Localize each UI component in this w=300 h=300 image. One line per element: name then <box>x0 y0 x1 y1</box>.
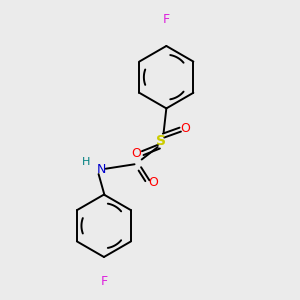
Text: F: F <box>100 275 107 288</box>
Text: H: H <box>82 157 90 167</box>
Text: N: N <box>96 163 106 176</box>
Text: S: S <box>156 134 166 148</box>
Text: O: O <box>148 176 158 189</box>
Text: O: O <box>132 147 142 160</box>
Text: O: O <box>181 122 190 135</box>
Text: F: F <box>163 13 170 26</box>
